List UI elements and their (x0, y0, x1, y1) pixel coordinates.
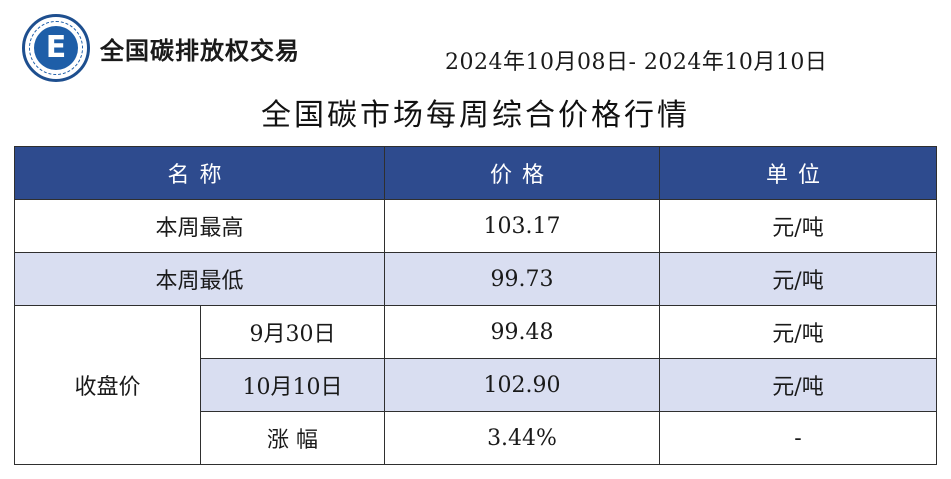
weekly-high-unit: 元/吨 (659, 199, 938, 253)
closing-label: 收盘价 (14, 305, 201, 465)
closing-date: 9月30日 (199, 305, 386, 359)
table-row: 收盘价 9月30日 99.48 元/吨 (14, 305, 938, 465)
header-brand: E 全国碳排放权交易 (22, 14, 300, 82)
change-label: 涨 幅 (199, 411, 386, 465)
table-row: 本周最低 99.73 元/吨 (13, 252, 938, 306)
page-title: 全国碳市场每周综合价格行情 (261, 98, 690, 133)
table-header-row: 名称 价格 单位 (13, 146, 938, 200)
table-row: 10月10日 102.90 元/吨 (14, 358, 938, 412)
price-table: 名称 价格 单位 本周最高 103.17 元/吨 本周最低 99.73 元/吨 … (13, 146, 938, 465)
carbon-exchange-logo-icon: E (22, 14, 90, 82)
closing-unit: 元/吨 (659, 305, 938, 359)
header-name: 名称 (13, 146, 386, 200)
weekly-low-price: 99.73 (384, 252, 661, 306)
closing-price: 99.48 (384, 305, 661, 359)
weekly-high-price: 103.17 (384, 199, 661, 253)
weekly-high-label: 本周最高 (13, 199, 386, 253)
weekly-low-label: 本周最低 (13, 252, 386, 306)
brand-name: 全国碳排放权交易 (100, 36, 300, 65)
table-row: 本周最高 103.17 元/吨 (13, 199, 938, 253)
change-value: 3.44% (384, 411, 661, 465)
closing-date: 10月10日 (199, 358, 386, 412)
closing-unit: 元/吨 (659, 358, 938, 412)
closing-price: 102.90 (384, 358, 661, 412)
weekly-low-unit: 元/吨 (659, 252, 938, 306)
header-price: 价格 (384, 146, 661, 200)
change-unit: - (659, 411, 938, 465)
header-unit: 单位 (659, 146, 938, 200)
date-range: 2024年10月08日- 2024年10月10日 (445, 50, 828, 75)
